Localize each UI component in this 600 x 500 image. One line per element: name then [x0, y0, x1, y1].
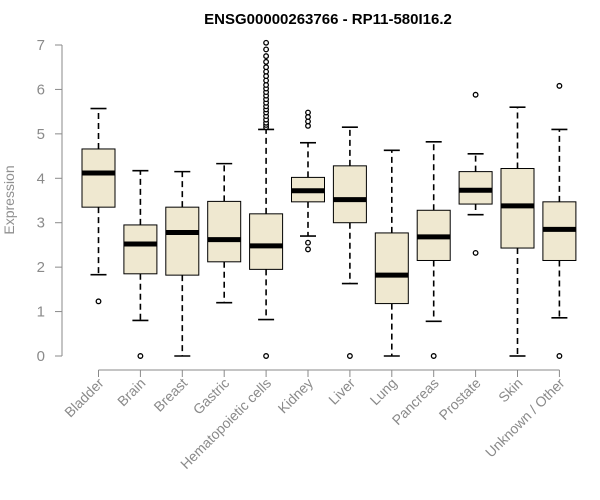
box-bladder — [81, 107, 116, 305]
outlier-point — [95, 298, 102, 305]
y-tick-label: 3 — [37, 215, 45, 232]
y-tick-label: 7 — [37, 37, 45, 54]
outlier-point — [556, 82, 563, 89]
box-hematopoietic-cells — [249, 39, 284, 359]
box-iqr — [81, 148, 116, 208]
box-prostate — [458, 91, 493, 256]
x-category-label: Skin — [495, 375, 526, 406]
outlier-point — [263, 39, 270, 46]
box-gastric — [207, 162, 242, 304]
outlier-point — [346, 353, 353, 359]
box-iqr — [207, 200, 242, 263]
x-category-label: Lung — [367, 375, 400, 408]
box-liver — [332, 126, 367, 359]
outlier-point — [263, 353, 270, 359]
y-axis: 0 1 2 3 4 5 6 7 — [37, 37, 560, 371]
box-series — [81, 39, 577, 359]
y-tick-label: 2 — [37, 259, 45, 276]
x-category-label: Prostate — [436, 375, 484, 423]
outlier-point — [305, 109, 311, 116]
outlier-point — [305, 246, 311, 253]
outlier-point — [472, 249, 479, 256]
y-tick-label: 6 — [37, 81, 45, 98]
y-tick-label: 1 — [37, 304, 45, 321]
x-category-label: Unknown / Other — [482, 375, 568, 461]
y-tick-label: 4 — [37, 170, 45, 187]
box-pancreas — [416, 141, 451, 359]
outlier-point — [263, 46, 270, 53]
box-iqr — [374, 232, 409, 305]
outlier-point — [263, 53, 270, 60]
outlier-point — [263, 58, 270, 65]
x-category-label: Breast — [150, 375, 190, 415]
box-unknown-other — [542, 82, 577, 359]
outlier-point — [430, 353, 437, 359]
x-category-label: Brain — [114, 375, 148, 409]
box-kidney — [291, 109, 325, 253]
y-tick-label: 0 — [37, 348, 45, 365]
outlier-point — [556, 353, 563, 359]
box-iqr — [165, 206, 200, 276]
x-category-label: Bladder — [61, 375, 107, 421]
outlier-point — [137, 353, 144, 359]
y-tick-label: 5 — [37, 126, 45, 143]
box-iqr — [332, 165, 367, 224]
outlier-point — [263, 64, 270, 71]
box-brain — [123, 169, 158, 359]
x-category-label: Kidney — [275, 375, 317, 417]
chart-title: ENSG00000263766 - RP11-580I16.2 — [204, 11, 452, 28]
box-iqr — [123, 224, 158, 275]
x-category-label: Pancreas — [389, 375, 442, 428]
box-skin — [500, 106, 535, 357]
box-iqr — [249, 213, 284, 270]
box-breast — [165, 170, 200, 357]
outlier-point — [472, 91, 479, 98]
outlier-point — [305, 239, 311, 246]
x-category-label: Liver — [325, 375, 358, 408]
box-lung — [374, 149, 409, 357]
y-axis-label: Expression — [1, 165, 17, 234]
